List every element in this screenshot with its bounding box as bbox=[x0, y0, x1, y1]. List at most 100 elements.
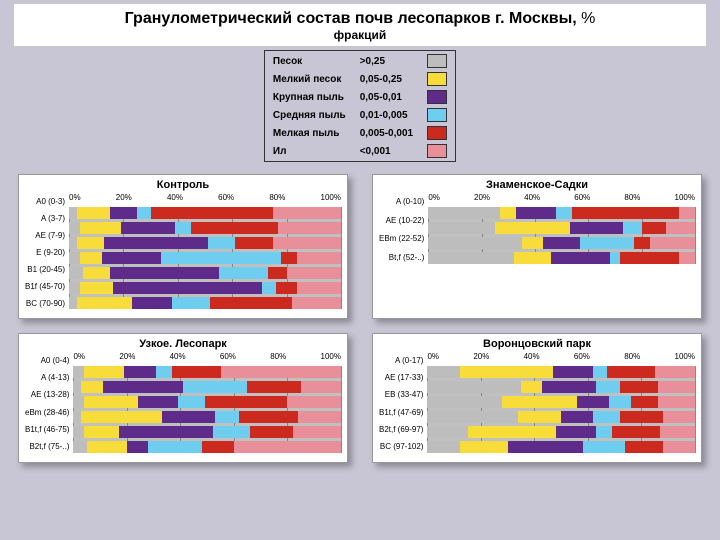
bar-segment bbox=[556, 207, 572, 219]
bar-segment bbox=[127, 441, 148, 453]
row-label: eBm (28-46) bbox=[25, 409, 69, 417]
tick-label: 20% bbox=[119, 352, 135, 361]
bar-segment bbox=[172, 366, 220, 378]
bar-segment bbox=[287, 267, 341, 279]
bar-segment bbox=[460, 441, 508, 453]
bar-segment bbox=[427, 441, 459, 453]
legend-swatch bbox=[421, 143, 453, 159]
bar-row bbox=[428, 222, 695, 234]
gridline bbox=[641, 366, 642, 453]
bar-segment bbox=[81, 381, 102, 393]
page-title: Гранулометрический состав почв лесопарко… bbox=[14, 4, 706, 28]
bar-segment bbox=[518, 411, 561, 423]
bar-row bbox=[73, 366, 341, 378]
bar-segment bbox=[183, 381, 247, 393]
bar-segment bbox=[268, 267, 287, 279]
tick-label: 100% bbox=[321, 193, 341, 202]
row-label: B1 (20-45) bbox=[25, 266, 65, 274]
row-label: E (9-20) bbox=[25, 249, 65, 257]
bar-segment bbox=[262, 282, 276, 294]
bar-segment bbox=[468, 426, 556, 438]
bar-segment bbox=[593, 411, 620, 423]
row-label: AE (17-33) bbox=[379, 374, 423, 382]
bar-row bbox=[69, 237, 341, 249]
tick-label: 40% bbox=[524, 193, 540, 202]
bar-segment bbox=[81, 411, 161, 423]
row-label: B1f (45-70) bbox=[25, 283, 65, 291]
bar-row bbox=[427, 381, 695, 393]
bar-segment bbox=[428, 222, 495, 234]
bar-segment bbox=[428, 252, 513, 264]
tick-label: 80% bbox=[624, 352, 640, 361]
bar-segment bbox=[239, 411, 298, 423]
bar-segment bbox=[500, 207, 516, 219]
tick-label: 40% bbox=[167, 193, 183, 202]
row-label: B2t,f (75-..) bbox=[25, 443, 69, 451]
bar-segment bbox=[502, 396, 577, 408]
bar-segment bbox=[69, 207, 77, 219]
bar-segment bbox=[679, 207, 695, 219]
bar-row bbox=[428, 207, 695, 219]
bar-segment bbox=[580, 237, 633, 249]
panel-title: Воронцовский парк bbox=[379, 338, 695, 350]
tick-label: 20% bbox=[473, 352, 489, 361]
tick-label: 40% bbox=[524, 352, 540, 361]
legend-label: Мелкая пыль bbox=[267, 125, 352, 141]
bar-segment bbox=[278, 222, 341, 234]
chart-panel: Знаменское-СадкиA (0-10)AE (10-22)EBm (2… bbox=[372, 174, 702, 319]
bar-segment bbox=[202, 441, 234, 453]
bar-row bbox=[69, 222, 341, 234]
bar-segment bbox=[427, 411, 518, 423]
bar-segment bbox=[298, 411, 341, 423]
bar-segment bbox=[543, 237, 580, 249]
tick-label: 60% bbox=[574, 352, 590, 361]
tick-label: 40% bbox=[170, 352, 186, 361]
row-label: A (0-10) bbox=[379, 198, 424, 206]
row-label: EBm (22-52) bbox=[379, 235, 424, 243]
row-label: A (4-13) bbox=[25, 374, 69, 382]
bar-segment bbox=[583, 441, 626, 453]
bar-segment bbox=[208, 237, 235, 249]
bar-segment bbox=[495, 222, 570, 234]
row-label: AE (7-9) bbox=[25, 232, 65, 240]
gridline bbox=[695, 366, 696, 453]
bar-segment bbox=[69, 282, 80, 294]
panel-title: Контроль bbox=[25, 179, 341, 191]
y-axis-labels: A0 (0-4)A (4-13)AE (13-28)eBm (28-46)B1t… bbox=[25, 352, 73, 456]
bar-segment bbox=[191, 222, 278, 234]
tick-label: 0% bbox=[427, 352, 439, 361]
bar-segment bbox=[87, 441, 127, 453]
row-label: Bt,f (52-..) bbox=[379, 254, 424, 262]
bar-segment bbox=[219, 267, 268, 279]
row-label: B1t,f (46-75) bbox=[25, 426, 69, 434]
bar-segment bbox=[297, 282, 341, 294]
bar-segment bbox=[73, 426, 84, 438]
bar-segment bbox=[593, 366, 606, 378]
bar-segment bbox=[612, 426, 660, 438]
bar-segment bbox=[234, 441, 341, 453]
bar-segment bbox=[121, 222, 175, 234]
tick-label: 60% bbox=[220, 352, 236, 361]
bar-segment bbox=[102, 252, 162, 264]
bar-segment bbox=[428, 237, 521, 249]
x-axis: 0%20%40%60%80%100% bbox=[73, 352, 341, 363]
bar-segment bbox=[178, 396, 205, 408]
bar-segment bbox=[634, 237, 650, 249]
bar-row bbox=[69, 297, 341, 309]
bar-segment bbox=[73, 396, 84, 408]
bar-segment bbox=[663, 411, 695, 423]
legend-range: <0,001 bbox=[354, 143, 419, 159]
gridline bbox=[427, 366, 428, 453]
bar-segment bbox=[620, 252, 679, 264]
gridline bbox=[534, 366, 535, 453]
bar-segment bbox=[124, 366, 156, 378]
legend-label: Мелкий песок bbox=[267, 71, 352, 87]
bar-segment bbox=[572, 207, 679, 219]
legend-range: 0,05-0,01 bbox=[354, 89, 419, 105]
bar-segment bbox=[596, 426, 612, 438]
bar-row bbox=[428, 237, 695, 249]
bar-segment bbox=[69, 252, 80, 264]
gridline bbox=[127, 366, 128, 453]
gridline bbox=[73, 366, 74, 453]
bar-row bbox=[69, 282, 341, 294]
